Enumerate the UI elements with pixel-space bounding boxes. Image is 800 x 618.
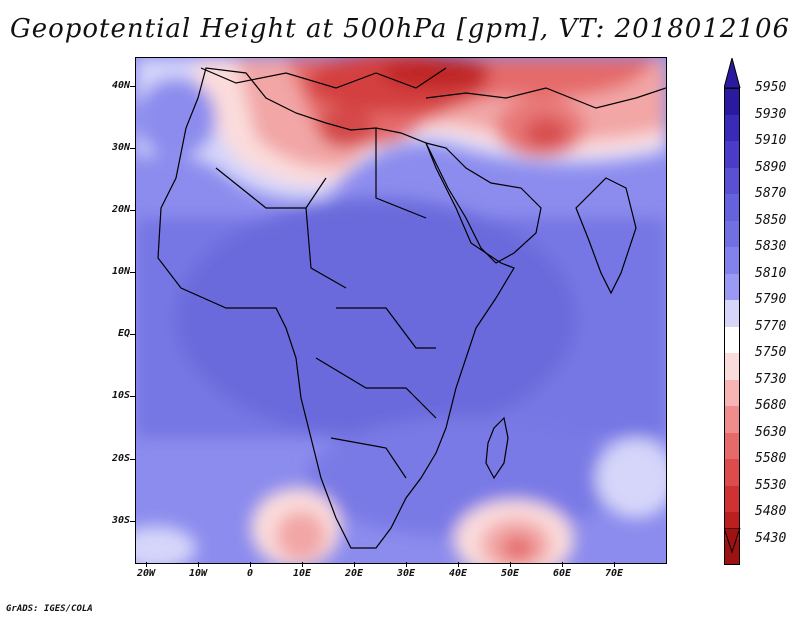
colorbar-swatch: [724, 114, 740, 141]
lon-label: 20W: [136, 568, 156, 579]
lon-label: 10W: [188, 568, 208, 579]
map-plot-area: [135, 57, 667, 564]
colorbar-swatch: [724, 432, 740, 459]
colorbar-label: 5770: [755, 318, 787, 334]
lat-tick: [130, 272, 135, 273]
lon-label: 10E: [292, 568, 312, 579]
lon-label: 70E: [604, 568, 624, 579]
lon-tick: [250, 562, 251, 567]
colorbar-swatch: [724, 379, 740, 406]
colorbar-swatch: [724, 167, 740, 194]
colorbar-swatch: [724, 247, 740, 274]
footer-credit: GrADS: IGES/COLA: [6, 604, 93, 614]
colorbar-label: 5580: [755, 451, 787, 466]
lat-tick: [130, 521, 135, 522]
colorbar-swatch: [724, 220, 740, 247]
lon-label: 50E: [500, 568, 520, 579]
colorbar-label: 5480: [755, 504, 787, 519]
colorbar-swatch: [724, 485, 740, 512]
colorbar-label: 5630: [755, 424, 787, 440]
map-field: [136, 58, 666, 563]
colorbar-label: 5530: [755, 477, 787, 493]
lat-label: 30N: [111, 142, 130, 153]
lat-label: 20S: [111, 453, 130, 464]
colorbar-top-arrow: [724, 58, 741, 88]
colorbar-label: 5890: [755, 159, 787, 175]
lat-label: 30S: [111, 515, 130, 526]
lon-label: 30E: [396, 568, 416, 579]
colorbar-swatch: [724, 326, 740, 353]
lat-label: EQ: [117, 328, 130, 339]
lon-tick: [562, 562, 563, 567]
lat-label: 10S: [111, 390, 130, 401]
lon-tick: [146, 562, 147, 567]
lat-tick: [130, 210, 135, 211]
lon-tick: [406, 562, 407, 567]
colorbar-swatch: [724, 273, 740, 300]
coastlines: [157, 67, 666, 549]
lat-label: 10N: [111, 266, 130, 277]
lat-tick: [130, 334, 135, 335]
lat-label: 20N: [111, 204, 130, 215]
colorbar-swatch: [724, 141, 740, 168]
colorbar-label: 5910: [755, 133, 787, 148]
lon-label: 40E: [448, 568, 468, 579]
colorbar-label: 5430: [755, 530, 787, 546]
colorbar-swatch: [724, 459, 740, 486]
colorbar-label: 5950: [755, 80, 787, 95]
colorbar-label: 5930: [755, 106, 787, 122]
colorbar-label: 5870: [755, 186, 787, 201]
lon-label: 20E: [344, 568, 364, 579]
colorbar-label: 5750: [755, 345, 787, 360]
colorbar-swatch: [724, 406, 740, 433]
colorbar-label: 5810: [755, 265, 787, 281]
colorbar-swatch: [724, 300, 740, 327]
colorbar-swatch: [724, 194, 740, 221]
lat-tick: [130, 86, 135, 87]
colorbar-label: 5680: [755, 398, 787, 413]
lat-tick: [130, 459, 135, 460]
colorbar-label: 5790: [755, 292, 787, 307]
colorbar-bottom-arrow: [724, 528, 741, 554]
lon-tick: [510, 562, 511, 567]
lon-tick: [198, 562, 199, 567]
colorbar-label: 5730: [755, 371, 787, 387]
lon-label: 0: [246, 568, 254, 579]
lon-tick: [302, 562, 303, 567]
colorbar-label: 5850: [755, 212, 787, 228]
lon-tick: [354, 562, 355, 567]
lon-label: 60E: [552, 568, 572, 579]
colorbar-swatch: [724, 353, 740, 380]
lon-tick: [458, 562, 459, 567]
chart-title: Geopotential Height at 500hPa [gpm], VT:…: [9, 14, 791, 44]
lon-tick: [614, 562, 615, 567]
colorbar-label: 5830: [755, 239, 787, 254]
lat-label: 40N: [111, 80, 130, 91]
colorbar: [724, 88, 740, 565]
lat-tick: [130, 148, 135, 149]
lat-tick: [130, 396, 135, 397]
colorbar-swatch: [724, 88, 740, 115]
